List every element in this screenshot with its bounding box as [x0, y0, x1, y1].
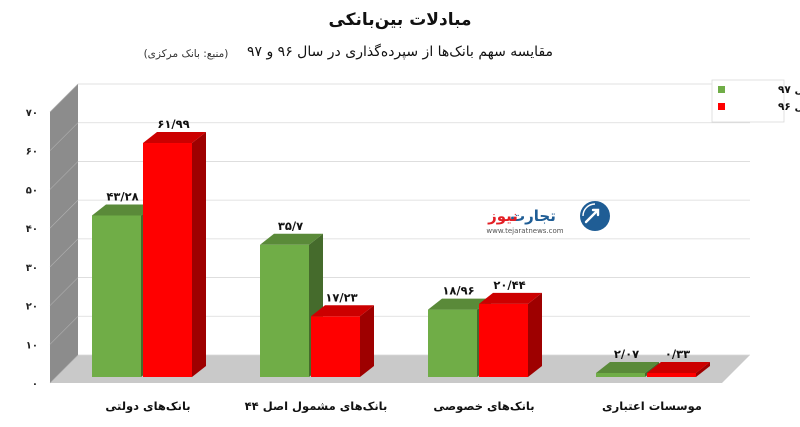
bar	[92, 215, 141, 377]
bar-top	[428, 298, 491, 310]
data-labels: ۴۳/۲۸ ۶۱/۹۹ ۳۵/۷ ۱۷/۲۳ ۱۸/۹۶ ۲۰/۴۴ ۲/۰۷ ۰/۳۳	[106, 117, 690, 361]
bar	[596, 373, 645, 377]
bar-top	[92, 204, 155, 216]
bar	[311, 316, 360, 377]
y-tick-label: ۲۰	[26, 302, 38, 313]
gridline-side	[49, 316, 79, 345]
bar-top	[311, 305, 374, 317]
legend-swatch	[718, 103, 725, 110]
data-label: ۲۰/۴۴	[493, 278, 525, 292]
legend-label: سال ۹۷	[778, 84, 800, 96]
bar	[428, 309, 477, 377]
bar-side	[360, 305, 374, 377]
gridline-side	[49, 122, 79, 151]
y-axis: ۰ ۱۰ ۲۰ ۳۰ ۴۰ ۵۰ ۶۰ ۷۰	[26, 108, 38, 390]
gridline-side	[49, 238, 79, 268]
bar-side	[696, 362, 710, 377]
y-tick-label: ۴۰	[26, 224, 38, 235]
legend-swatch	[718, 86, 725, 93]
side-wall	[50, 84, 78, 383]
gridline-side	[49, 354, 79, 384]
bar-top	[596, 362, 659, 373]
x-tick-label: موسسات اعتباری	[602, 399, 702, 414]
y-tick-label: ۵۰	[26, 185, 38, 196]
bar	[143, 143, 192, 377]
bar-top	[647, 362, 710, 373]
bars	[92, 132, 710, 377]
bar	[479, 303, 528, 377]
data-label: ۱۸/۹۶	[442, 284, 474, 298]
chart-title: مبادلات بین‌بانکی	[328, 10, 471, 30]
bar-side	[192, 132, 206, 377]
bar	[647, 373, 696, 377]
data-label: ۴۳/۲۸	[106, 189, 138, 203]
chart-subtitle: مقایسه سهم بانک‌ها از سپرده‌گذاری در سال…	[247, 43, 553, 60]
gridline-side	[49, 199, 79, 229]
bar-side	[528, 292, 542, 377]
x-tick-label: بانک‌های مشمول اصل ۴۴	[245, 399, 388, 414]
data-label: ۰/۳۳	[665, 347, 690, 361]
gridline-side	[49, 83, 79, 113]
legend: سال ۹۷ سال ۹۶	[711, 79, 800, 123]
floor	[50, 355, 750, 383]
legend-label: سال ۹۶	[778, 101, 800, 113]
logo-url: www.tejaratnews.com	[486, 227, 563, 235]
bar-top	[479, 292, 542, 304]
data-label: ۱۷/۲۳	[325, 290, 357, 304]
bar-top	[260, 233, 323, 245]
y-tick-label: ۷۰	[26, 108, 38, 119]
gridline-side	[49, 277, 79, 306]
bar-top	[143, 132, 206, 144]
chart-source: (منبع: بانک مرکزی)	[144, 48, 229, 60]
x-tick-label: بانک‌های خصوصی	[433, 399, 534, 414]
data-label: ۶۱/۹۹	[157, 117, 189, 131]
gridline-side	[49, 161, 79, 190]
logo-name-part1: تجارت	[510, 207, 556, 225]
bar	[260, 244, 309, 377]
data-label: ۲/۰۷	[614, 347, 639, 361]
y-tick-label: ۳۰	[26, 263, 38, 274]
logo-name-part2: نیوز	[487, 207, 518, 225]
data-label: ۳۵/۷	[278, 219, 303, 233]
brand-logo: تجارت نیوز www.tejaratnews.com	[486, 201, 610, 235]
x-tick-label: بانک‌های دولتی	[105, 399, 190, 414]
globe-arrow-icon	[580, 201, 610, 231]
y-tick-label: ۱۰	[26, 340, 38, 351]
y-tick-label: ۶۰	[26, 147, 38, 158]
y-tick-label: ۰	[32, 379, 38, 390]
x-axis: بانک‌های دولتی بانک‌های مشمول اصل ۴۴ بانک‌…	[105, 399, 702, 414]
